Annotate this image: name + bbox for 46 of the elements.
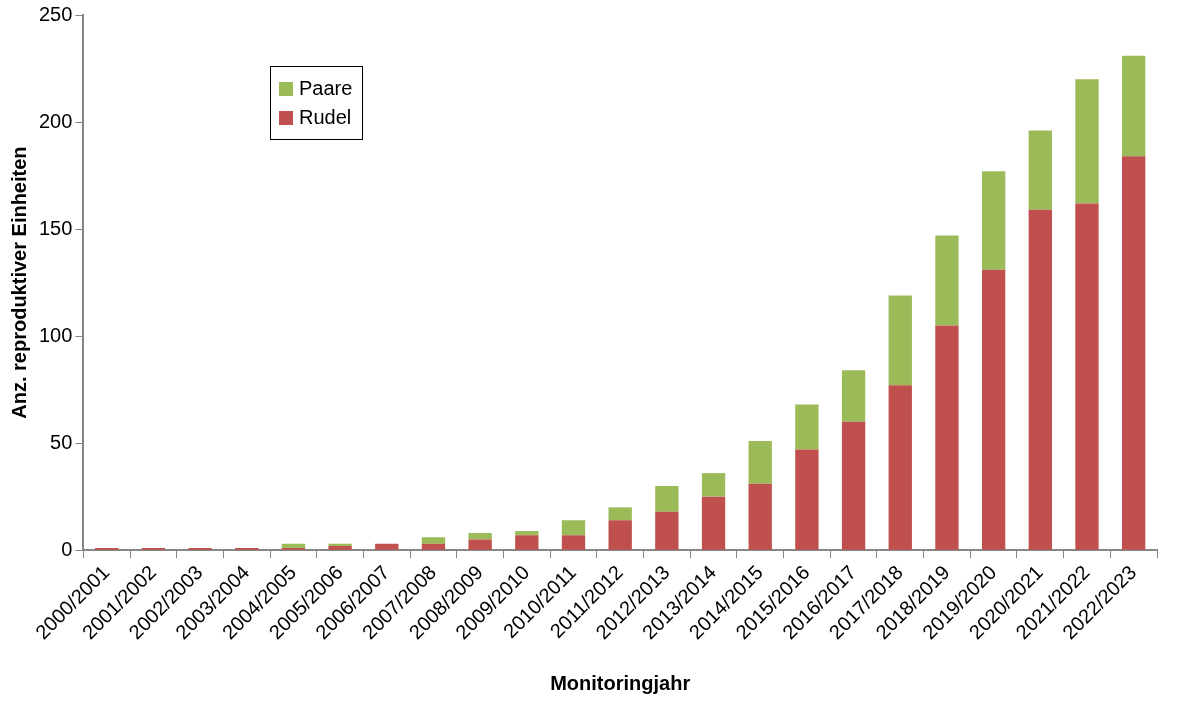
bar: [795, 404, 819, 450]
bar: [981, 269, 1006, 550]
bar: [748, 441, 772, 484]
bar: [841, 421, 866, 550]
y-tick-label: 200: [38, 109, 73, 132]
bar: [1028, 130, 1052, 210]
bar: [468, 533, 492, 540]
bar: [328, 545, 352, 550]
y-tick-label: 50: [50, 430, 73, 453]
bar: [701, 496, 726, 550]
y-tick-label: 100: [38, 323, 73, 346]
bar: [888, 295, 912, 386]
bar: [561, 535, 586, 550]
bar: [375, 543, 399, 550]
bar: [1028, 209, 1052, 550]
bar: [795, 449, 819, 550]
y-axis-title: Anz. reproduktiver Einheiten: [7, 146, 30, 419]
bar: [281, 543, 306, 549]
bar: [328, 543, 352, 546]
bar: [748, 483, 772, 550]
bar: [421, 537, 446, 544]
bar: [888, 385, 912, 550]
bar: [515, 535, 539, 550]
legend-label: Rudel: [299, 106, 352, 129]
bar: [1075, 79, 1099, 204]
bar: [655, 485, 679, 512]
bar: [421, 543, 446, 550]
bar: [701, 473, 726, 497]
y-tick-label: 150: [38, 216, 73, 239]
bar: [608, 507, 632, 521]
bar: [1121, 55, 1146, 157]
bar: [515, 530, 539, 536]
legend-label: Paare: [299, 77, 353, 100]
bar: [841, 370, 866, 422]
bar: [1121, 156, 1146, 550]
bar: [935, 325, 959, 550]
y-tick-label: 0: [61, 537, 73, 560]
x-axis-title: Monitoringjahr: [550, 671, 691, 694]
bar: [1075, 203, 1099, 550]
bar: [981, 171, 1006, 270]
bar: [468, 539, 492, 550]
bar: [655, 511, 679, 550]
bar: [935, 235, 959, 326]
bar: [561, 520, 586, 536]
bar: [608, 520, 632, 550]
y-tick-label: 250: [38, 2, 73, 25]
